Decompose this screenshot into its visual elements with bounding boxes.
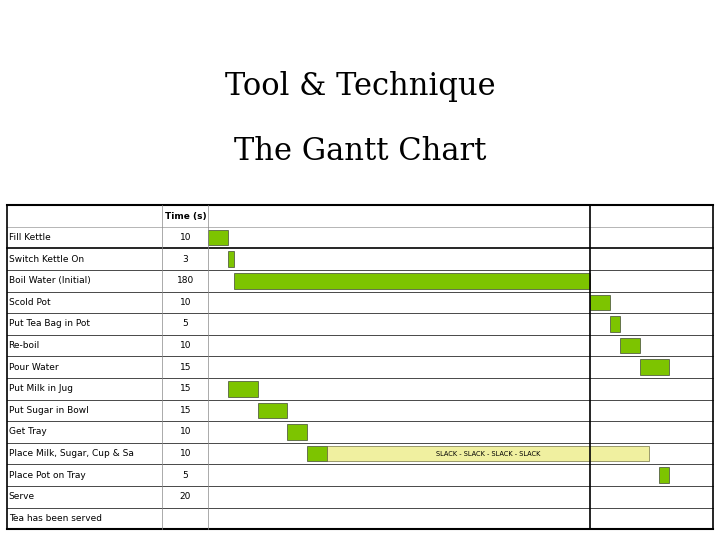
- Text: 20: 20: [180, 492, 191, 501]
- Bar: [590, 295, 610, 310]
- Bar: [228, 252, 234, 267]
- Text: Put Sugar in Bowl: Put Sugar in Bowl: [9, 406, 89, 415]
- Text: 10: 10: [179, 449, 191, 458]
- Text: Switch Kettle On: Switch Kettle On: [9, 255, 84, 264]
- Bar: [234, 273, 590, 288]
- Text: 10: 10: [179, 428, 191, 436]
- Text: 5: 5: [182, 471, 188, 480]
- Text: 10: 10: [179, 298, 191, 307]
- Bar: [208, 230, 228, 245]
- Text: 10: 10: [179, 233, 191, 242]
- Text: Place Milk, Sugar, Cup & Sa: Place Milk, Sugar, Cup & Sa: [9, 449, 133, 458]
- Bar: [307, 446, 327, 461]
- Text: Get Tray: Get Tray: [9, 428, 46, 436]
- Bar: [620, 338, 639, 353]
- Text: Time (s): Time (s): [165, 212, 206, 220]
- Bar: [639, 360, 670, 375]
- Text: Serve: Serve: [9, 492, 35, 501]
- Text: Re-boil: Re-boil: [9, 341, 40, 350]
- Text: 15: 15: [179, 406, 191, 415]
- Text: Put Tea Bag in Pot: Put Tea Bag in Pot: [9, 320, 89, 328]
- Text: Scold Pot: Scold Pot: [9, 298, 50, 307]
- Text: Tea has been served: Tea has been served: [9, 514, 102, 523]
- Bar: [660, 468, 670, 483]
- Text: Fill Kettle: Fill Kettle: [9, 233, 50, 242]
- Text: Put Milk in Jug: Put Milk in Jug: [9, 384, 73, 393]
- Bar: [327, 446, 649, 461]
- Text: 15: 15: [179, 363, 191, 372]
- Text: Boil Water (Initial): Boil Water (Initial): [9, 276, 91, 285]
- Bar: [258, 403, 287, 418]
- Text: SLACK - SLACK - SLACK - SLACK: SLACK - SLACK - SLACK - SLACK: [436, 450, 541, 457]
- Text: Place Pot on Tray: Place Pot on Tray: [9, 471, 86, 480]
- Text: Pour Water: Pour Water: [9, 363, 58, 372]
- Bar: [610, 316, 620, 332]
- Text: The Gantt Chart: The Gantt Chart: [234, 136, 486, 167]
- Text: Tool & Technique: Tool & Technique: [225, 71, 495, 102]
- Text: 10: 10: [179, 341, 191, 350]
- Bar: [228, 381, 258, 396]
- Text: 180: 180: [176, 276, 194, 285]
- Text: 5: 5: [182, 320, 188, 328]
- Bar: [287, 424, 307, 440]
- Text: 15: 15: [179, 384, 191, 393]
- Text: 3: 3: [182, 255, 188, 264]
